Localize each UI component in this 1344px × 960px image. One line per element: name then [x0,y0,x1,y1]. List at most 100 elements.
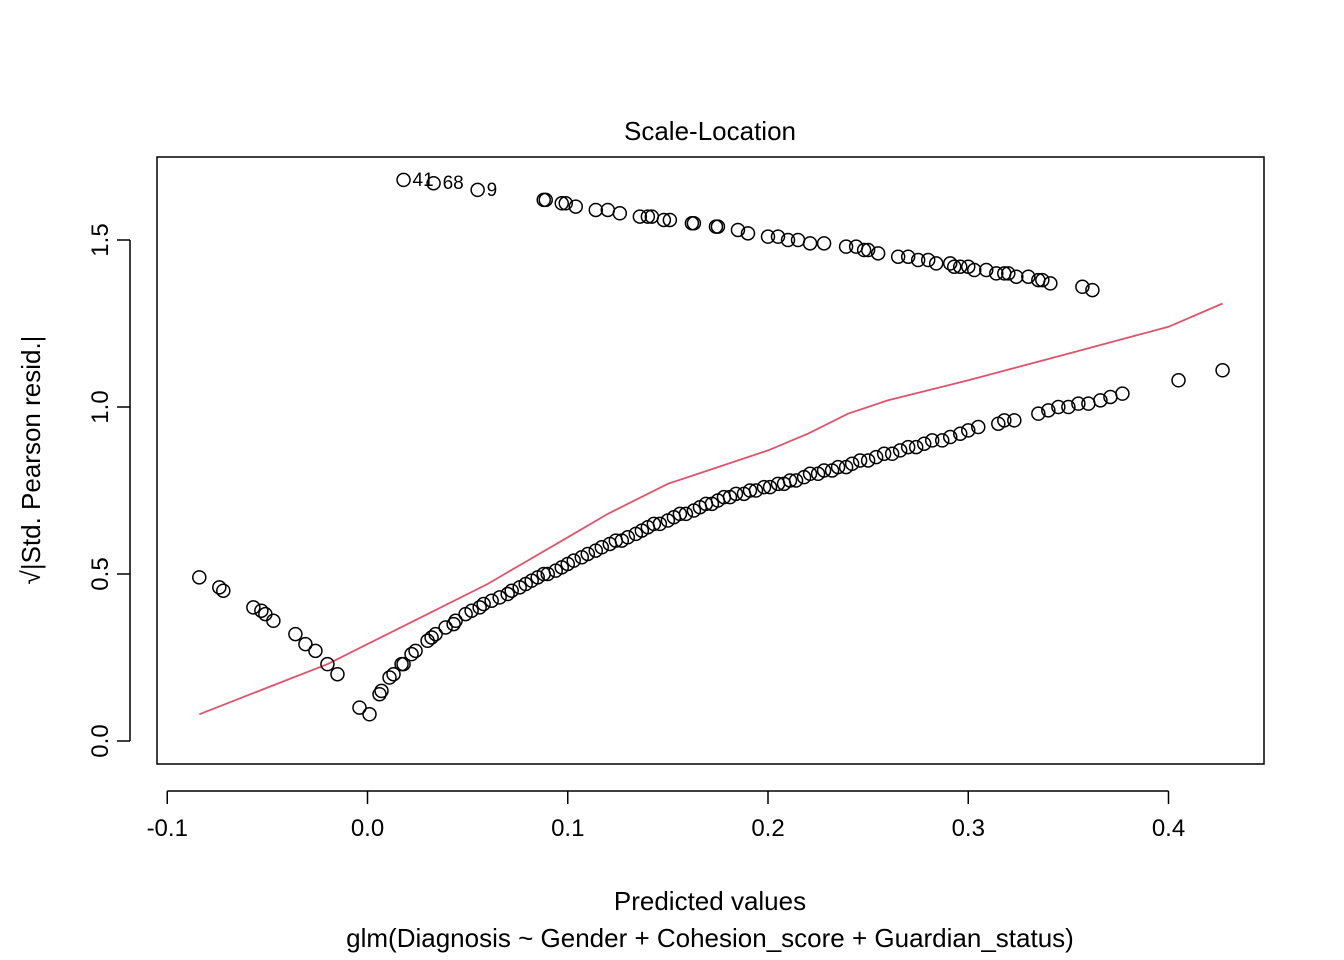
data-point [464,603,479,618]
data-point [538,192,553,208]
data-point [934,433,950,448]
y-axis-label: √|Std. Pearson resid.| [16,336,46,585]
y-axis: 0.0 0.5 1.0 1.5 [87,223,131,758]
data-point [924,433,940,448]
data-point [1041,403,1056,418]
data-point [1061,399,1076,415]
data-point [900,439,916,455]
data-point [884,446,900,462]
data-point [396,656,411,672]
point-label: 9 [487,180,498,201]
data-point [928,256,944,271]
x-tick-label: 0.1 [551,815,584,842]
data-point [492,590,507,605]
data-point [374,683,389,699]
data-point [408,643,423,659]
x-axis: -0.1 0.0 0.1 0.2 0.3 0.4 [147,790,1185,842]
data-point [568,199,584,214]
data-point [802,466,818,482]
data-point [216,583,231,598]
data-point [876,446,892,462]
chart-title: Scale-Location [624,116,796,146]
data-point [678,506,694,522]
data-point [504,583,519,598]
data-point [646,516,662,532]
data-point [1021,269,1036,284]
y-tick-label: 0.5 [87,557,114,590]
data-point [254,603,269,618]
data-point [652,516,668,532]
data-point [476,596,491,612]
data-point [580,546,596,562]
data-point [672,506,688,522]
data-point [386,666,401,682]
data-point [916,436,932,451]
x-axis-label: Predicted values [614,886,806,916]
data-point [246,600,261,615]
data-point [298,636,313,652]
data-point [632,209,648,224]
data-point [662,212,678,228]
data-point [620,530,636,545]
data-point [372,686,387,702]
data-point [856,242,872,258]
data-point [979,262,994,278]
y-tick-label: 1.5 [87,223,114,256]
data-point [470,182,485,198]
data-point [330,666,345,682]
data-point [558,196,573,211]
data-point [428,626,443,642]
residual-points [192,172,1230,722]
chart-subtitle: glm(Diagnosis ~ Gender + Cohesion_score … [346,923,1074,953]
data-point [908,439,924,455]
data-point [770,229,786,244]
data-point [1115,386,1130,401]
data-point [802,236,818,251]
data-point [971,419,986,435]
smoother-path [198,302,1223,716]
data-point [612,206,628,221]
data-point [352,700,367,715]
data-point [686,216,702,231]
data-point [742,483,758,498]
data-point [860,242,876,258]
data-point [448,613,463,629]
data-point [1031,406,1046,421]
y-tick-label: 1.0 [87,390,114,423]
data-point [967,262,982,278]
data-point [860,453,876,468]
data-point [900,249,916,264]
y-tick-label: 0.0 [87,724,114,757]
data-point [816,463,832,478]
data-point [640,209,656,224]
data-point [424,630,439,645]
data-point [484,593,499,608]
x-tick-label: 0.4 [1152,815,1185,842]
data-point [1081,396,1096,411]
x-tick-label: 0.3 [952,815,985,842]
data-point [1075,279,1090,295]
data-point [420,633,435,649]
data-point [656,212,672,228]
data-point [308,643,323,659]
data-point [942,256,958,271]
data-point [852,453,868,468]
data-point [952,259,968,274]
data-point [500,586,515,602]
data-point [730,222,746,238]
data-point [540,566,555,582]
data-point [961,423,976,438]
x-tick-label: 0.0 [351,815,384,842]
data-point [838,239,854,254]
data-point [320,656,335,672]
data-point [910,252,926,268]
point-label: 41 [413,170,434,191]
data-point [1001,266,1016,281]
data-point [438,620,453,635]
data-point [404,646,419,662]
data-point [594,540,610,555]
data-point [790,232,806,248]
data-point [1093,393,1108,408]
data-point [890,249,906,264]
data-point [710,219,726,234]
